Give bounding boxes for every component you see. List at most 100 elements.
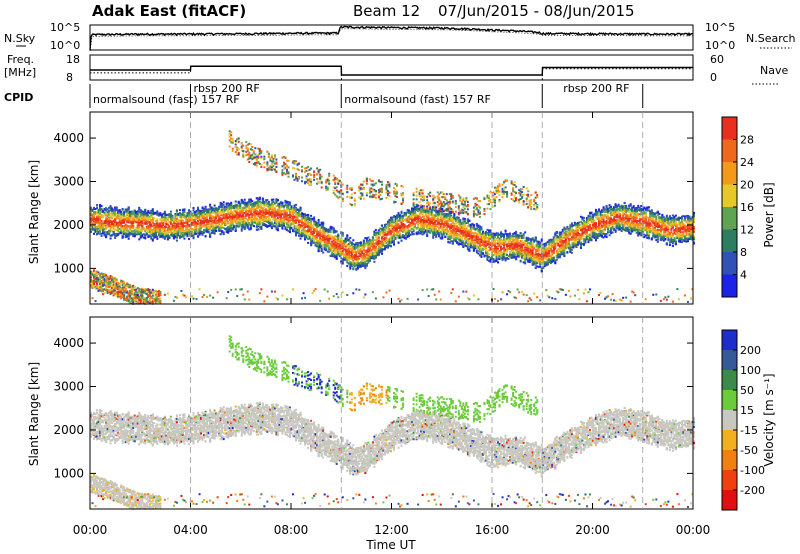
power-cell	[123, 225, 126, 228]
power-cell	[178, 209, 181, 212]
power-cell	[90, 270, 92, 273]
power-cell	[317, 232, 320, 235]
power-cell	[242, 154, 245, 157]
power-cell	[254, 147, 257, 150]
power-cell	[261, 219, 264, 222]
power-cell	[323, 236, 326, 239]
nave-line	[90, 65, 693, 81]
power-cell	[171, 234, 174, 237]
power-cell	[230, 221, 233, 224]
power-cell	[219, 214, 222, 217]
power-cell	[316, 172, 319, 175]
power-cell	[295, 206, 298, 209]
power-cell	[240, 217, 243, 220]
power-cell	[148, 291, 151, 294]
power-cell	[355, 251, 358, 254]
power-cell	[288, 208, 291, 211]
power-cell	[97, 280, 100, 283]
power-cell	[319, 177, 322, 180]
power-cell	[347, 247, 350, 250]
power-cell	[254, 161, 257, 164]
power-cell	[105, 274, 108, 277]
power-cell	[178, 230, 181, 233]
power-cell	[194, 221, 197, 224]
power-cell	[227, 230, 230, 233]
power-cell	[100, 285, 103, 288]
power-cell	[96, 271, 99, 274]
power-cell	[198, 215, 201, 218]
power-cell	[302, 227, 305, 230]
power-cell	[174, 213, 177, 216]
power-cell	[248, 206, 251, 209]
power-cell	[263, 211, 266, 214]
power-cell	[267, 156, 270, 159]
power-cell	[159, 290, 162, 293]
power-cell	[302, 292, 305, 295]
power-cell	[207, 228, 210, 231]
power-cell	[266, 218, 269, 221]
power-cell	[276, 203, 279, 206]
power-cell	[346, 256, 349, 259]
power-cell	[90, 230, 92, 233]
power-cell	[276, 199, 279, 202]
power-cell	[323, 233, 326, 236]
power-cell	[102, 209, 105, 212]
power-cell	[102, 278, 105, 281]
power-cell	[307, 222, 310, 225]
power-cell	[97, 208, 100, 211]
power-cell	[349, 264, 352, 267]
power-cell	[263, 166, 266, 169]
power-cell	[281, 165, 284, 168]
power-cell	[299, 225, 302, 228]
power-cell	[142, 212, 145, 215]
power-cell	[252, 219, 255, 222]
power-cell	[302, 217, 305, 220]
power-cell	[192, 232, 195, 235]
power-cell	[319, 245, 322, 248]
power-cell	[90, 274, 92, 277]
power-cell	[257, 220, 260, 223]
power-cell	[160, 235, 163, 238]
power-cell	[129, 213, 132, 216]
power-cell	[307, 231, 310, 234]
power-cell	[126, 282, 129, 285]
power-cell	[109, 292, 112, 295]
power-cell	[124, 231, 127, 234]
power-cell	[106, 230, 109, 233]
power-cell	[326, 177, 329, 180]
power-cell	[281, 213, 284, 216]
power-cell	[210, 214, 213, 217]
power-cell	[275, 198, 278, 201]
power-cell	[313, 218, 316, 221]
power-cell	[141, 290, 144, 293]
power-cell	[93, 214, 96, 217]
power-cell	[139, 294, 142, 297]
power-cell	[307, 182, 310, 185]
power-cell	[93, 211, 96, 214]
power-cell	[251, 203, 254, 206]
power-cell	[228, 224, 231, 227]
power-cell	[347, 239, 350, 242]
power-cell	[257, 201, 260, 204]
power-cell	[272, 223, 275, 226]
power-cell	[251, 153, 254, 156]
power-cell	[273, 211, 276, 214]
power-cell	[239, 213, 242, 216]
power-cell	[334, 239, 337, 242]
power-cell	[270, 154, 273, 157]
power-cell	[186, 225, 189, 228]
power-cell	[267, 220, 270, 223]
power-cell	[346, 236, 349, 239]
power-cell	[314, 234, 317, 237]
power-cell	[121, 295, 124, 298]
power-cell	[172, 226, 175, 229]
power-cell	[136, 212, 139, 215]
power-cell	[251, 223, 254, 226]
power-cell	[141, 222, 144, 225]
power-cell	[295, 160, 298, 163]
power-cell	[174, 218, 177, 221]
power-cell	[230, 227, 233, 230]
power-cell	[267, 206, 270, 209]
power-cell	[249, 198, 252, 201]
power-cell	[207, 231, 210, 234]
